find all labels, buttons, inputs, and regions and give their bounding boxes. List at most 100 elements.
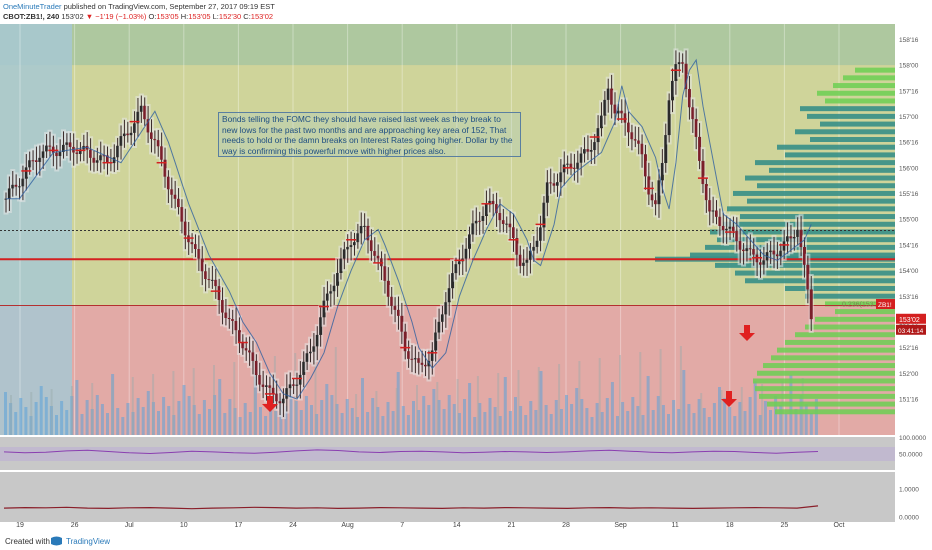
candle-body [241,341,245,349]
candle-body [14,184,18,187]
candle-body [352,242,356,246]
tradingview-brand[interactable]: TradingView [66,537,111,546]
volume-profile-bar [747,198,895,204]
volume-spike [10,395,12,435]
x-tick-label: Aug [341,522,354,529]
volume-bar [570,404,574,435]
volume-bar [248,412,252,435]
volume-spike [497,373,500,435]
candle-body [177,198,181,208]
candle-body [809,289,813,320]
candle-body [522,262,526,266]
volume-bar [345,399,349,435]
candle-body [650,194,654,201]
volume-bar [799,395,803,435]
volume-bar [478,403,482,435]
candle-body [468,234,472,249]
candle-body [183,221,187,236]
volume-spike [152,374,155,435]
volume-bar [208,409,211,435]
volume-spike [253,359,256,435]
change-down-icon: ▼ [85,12,94,21]
volume-bar [814,399,818,435]
volume-bar [136,398,140,435]
candle-body [640,143,644,155]
candle-body [772,250,776,255]
y-tick-label: 151'16 [899,397,919,404]
volume-spike [70,386,73,435]
x-tick-label: Sep [614,522,627,529]
candle-body [268,385,272,388]
volume-bar [794,409,798,435]
candle-body [116,145,120,158]
volume-bar [4,392,7,435]
oscillator-tick-label: 0.0000 [899,514,919,521]
last-price: 153'02 [61,12,84,21]
x-tick-label: 11 [672,522,679,529]
volume-spike [639,352,642,435]
volume-bar [223,413,227,435]
candle-body [484,204,488,217]
volume-bar [49,406,53,435]
volume-bar [111,374,115,435]
volume-bar [131,412,135,435]
volume-bar [106,413,109,435]
x-tick-label: 14 [453,522,461,529]
candle-body [68,142,72,147]
candle-body [346,246,350,250]
candle-body [231,319,235,321]
chart-header: OneMinuteTrader published on TradingView… [0,0,932,24]
candle-body [576,162,580,169]
volume-bar [554,400,558,435]
candle-body [89,149,93,158]
volume-bar [549,414,553,435]
volume-bar [723,398,727,435]
close-value: 153'02 [250,12,274,21]
volume-profile-bar [727,206,895,212]
candle-body [146,119,150,133]
volume-bar [452,404,456,435]
volume-profile-bar [777,347,895,353]
candle-body [166,176,170,190]
candle-body [386,280,390,297]
volume-profile-bar [745,278,895,284]
volume-bar [774,396,778,435]
x-tick-label: 18 [726,522,734,529]
candle-body [65,142,69,145]
candle-body [806,264,810,290]
volume-profile-bar [825,301,895,307]
candle-body [139,105,143,112]
countdown-label: 03:41:14 [898,328,924,335]
volume-spike [213,365,215,435]
candle-body [789,236,793,239]
chart-annotation[interactable]: Bonds telling the FOMC they should have … [218,112,521,157]
volume-bar [575,388,579,435]
volume-bar [809,413,813,435]
volume-bar [24,407,28,435]
candle-body [630,132,634,140]
volume-bar [65,410,69,435]
volume-profile-bar [759,393,895,399]
volume-bar [621,402,625,435]
volume-bar [488,398,492,435]
volume-bar [269,402,273,435]
candle-body [552,183,556,186]
candle-body [163,159,167,177]
volume-profile-bar [855,67,895,73]
volume-bar [167,406,171,435]
volume-bar [361,378,364,435]
candle-body [691,107,695,120]
volume-bar [667,414,670,435]
volume-bar [14,412,18,435]
candle-body [55,152,59,157]
candle-body [752,249,756,255]
author-link[interactable]: OneMinuteTrader [3,2,62,11]
candle-body [217,286,221,301]
volume-profile-bar [740,214,895,220]
candle-body [701,160,705,185]
volume-bar [697,399,701,435]
last-price-tag [896,313,926,324]
candle-body [687,89,691,108]
candle-body [149,132,153,139]
